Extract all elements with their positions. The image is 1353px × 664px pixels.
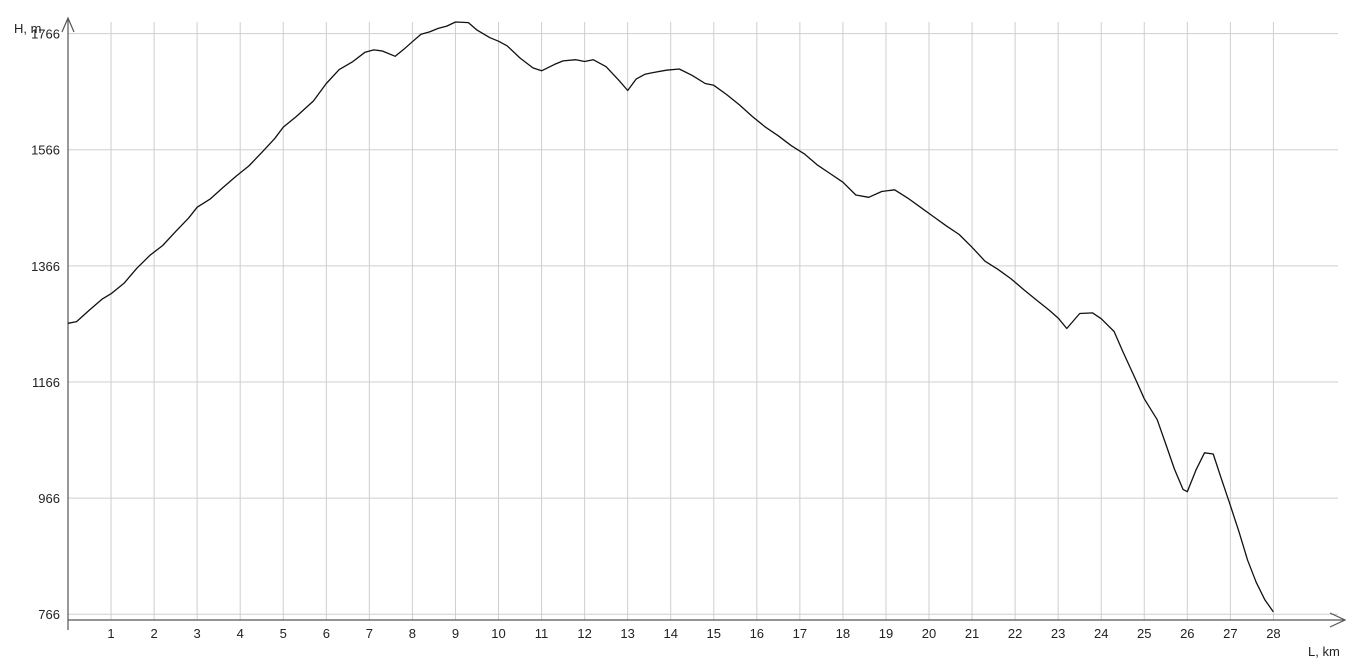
x-tick-label: 3 bbox=[194, 626, 201, 641]
x-tick-labels: 1 2 3 4 5 6 7 8 9 10 11 12 13 14 15 16 17 18 19 20 21 22 23 24 2… bbox=[107, 626, 1280, 641]
x-tick-label: 7 bbox=[366, 626, 373, 641]
x-tick-label: 18 bbox=[836, 626, 850, 641]
x-tick-label: 23 bbox=[1051, 626, 1065, 641]
x-tick-label: 20 bbox=[922, 626, 936, 641]
x-tick-label: 5 bbox=[280, 626, 287, 641]
x-tick-label: 14 bbox=[663, 626, 677, 641]
x-axis-arrow bbox=[1329, 612, 1347, 628]
x-tick-label: 11 bbox=[535, 626, 549, 641]
x-tick-label: 24 bbox=[1094, 626, 1108, 641]
x-tick-label: 16 bbox=[750, 626, 764, 641]
y-tick-labels: 766 966 1166 1366 1566 1766 bbox=[31, 27, 60, 623]
axes bbox=[61, 16, 1347, 630]
y-tick-label: 966 bbox=[38, 491, 60, 506]
x-tick-label: 26 bbox=[1180, 626, 1194, 641]
x-tick-label: 2 bbox=[150, 626, 157, 641]
x-tick-label: 15 bbox=[707, 626, 721, 641]
x-tick-label: 8 bbox=[409, 626, 416, 641]
x-tick-label: 19 bbox=[879, 626, 893, 641]
grid-lines bbox=[68, 22, 1338, 620]
y-axis-title: H, m bbox=[14, 21, 41, 36]
x-tick-label: 9 bbox=[452, 626, 459, 641]
x-axis-title: L, km bbox=[1308, 644, 1340, 659]
y-tick-label: 1566 bbox=[31, 143, 60, 158]
x-tick-label: 10 bbox=[491, 626, 505, 641]
y-axis-arrow bbox=[61, 16, 75, 33]
x-tick-label: 22 bbox=[1008, 626, 1022, 641]
y-tick-label: 1166 bbox=[32, 375, 60, 390]
x-tick-label: 28 bbox=[1266, 626, 1280, 641]
y-tick-label: 1766 bbox=[31, 27, 60, 42]
x-tick-label: 4 bbox=[237, 626, 244, 641]
x-tick-label: 27 bbox=[1223, 626, 1237, 641]
x-tick-label: 17 bbox=[793, 626, 807, 641]
y-tick-label: 1366 bbox=[31, 259, 60, 274]
x-tick-label: 13 bbox=[620, 626, 634, 641]
y-tick-label: 766 bbox=[38, 607, 60, 622]
x-tick-label: 6 bbox=[323, 626, 330, 641]
elevation-series-line bbox=[67, 21, 1274, 613]
x-tick-label: 21 bbox=[965, 626, 979, 641]
x-tick-label: 25 bbox=[1137, 626, 1151, 641]
x-tick-label: 12 bbox=[577, 626, 591, 641]
x-tick-label: 1 bbox=[107, 626, 114, 641]
